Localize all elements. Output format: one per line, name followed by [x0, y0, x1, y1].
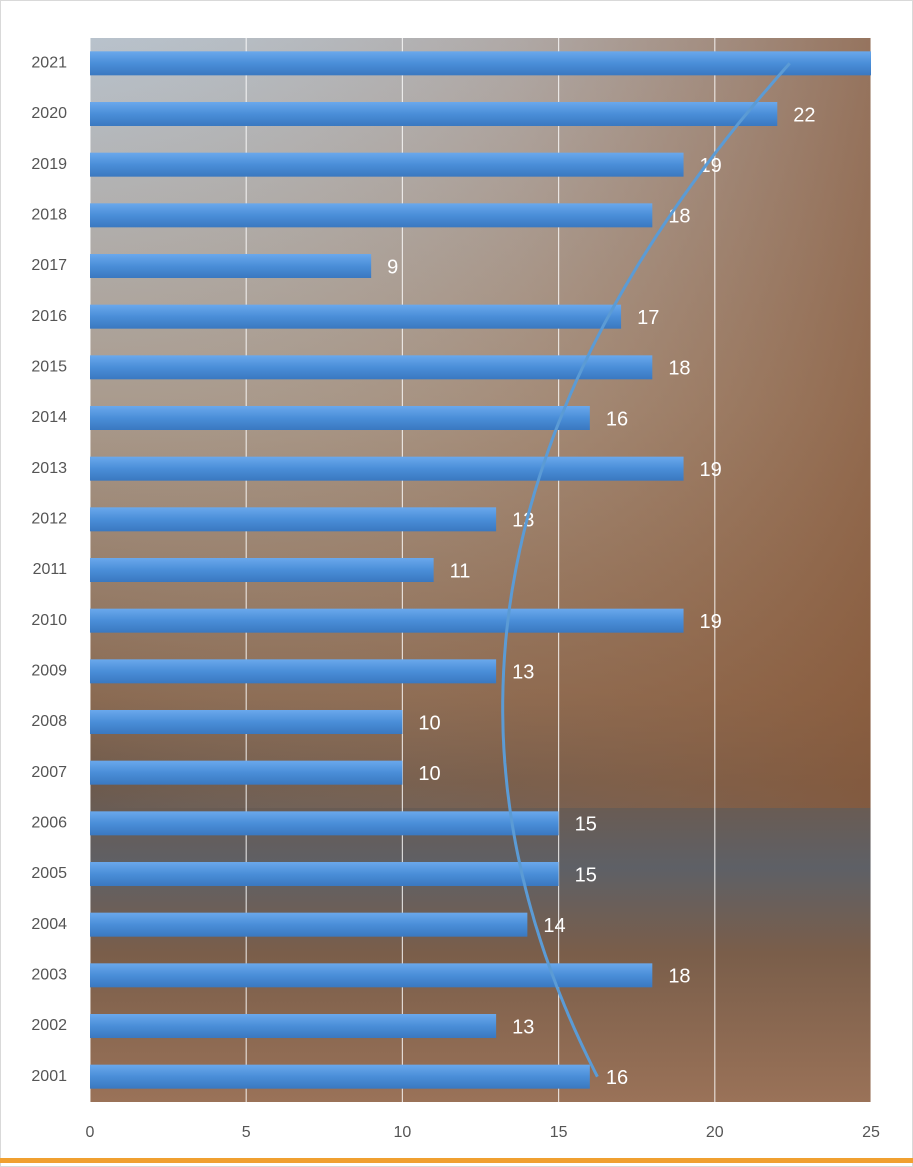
y-tick-label: 2002 — [31, 1017, 67, 1034]
bar — [90, 608, 684, 633]
y-tick-label: 2011 — [33, 561, 68, 578]
y-tick-label: 2020 — [31, 105, 67, 122]
bar — [90, 760, 403, 785]
value-label: 15 — [575, 814, 597, 836]
value-label: 18 — [668, 206, 690, 228]
bar — [90, 912, 528, 937]
y-tick-label: 2005 — [31, 865, 67, 882]
bar — [90, 51, 871, 76]
bar — [90, 507, 497, 532]
bar — [90, 203, 653, 228]
bar — [90, 558, 434, 582]
accent-line — [0, 1158, 913, 1163]
bar — [90, 102, 778, 126]
y-tick-label: 2010 — [31, 612, 67, 629]
value-label: 10 — [418, 763, 440, 785]
y-tick-label: 2001 — [31, 1068, 67, 1085]
y-tick-label: 2013 — [31, 460, 67, 477]
value-label: 22 — [793, 104, 815, 126]
value-label: 9 — [387, 256, 398, 278]
y-tick-label: 2008 — [31, 713, 67, 730]
y-tick-label: 2012 — [31, 511, 67, 528]
x-tick-label: 25 — [862, 1124, 880, 1141]
value-label: 15 — [575, 864, 597, 886]
bar — [90, 355, 653, 380]
bar — [90, 710, 403, 734]
value-label: 18 — [668, 358, 690, 380]
y-tick-label: 2015 — [31, 359, 67, 376]
value-label: 16 — [606, 1067, 628, 1089]
value-label: 13 — [512, 1016, 534, 1038]
y-tick-label: 2018 — [31, 207, 67, 224]
value-label: 19 — [700, 459, 722, 481]
bar — [90, 304, 622, 329]
value-label: 10 — [418, 712, 440, 734]
bar — [90, 659, 497, 684]
y-tick-label: 2003 — [31, 967, 67, 984]
x-tick-label: 20 — [706, 1124, 724, 1141]
value-label: 13 — [512, 510, 534, 532]
bar — [90, 811, 559, 836]
y-tick-label: 2017 — [31, 257, 67, 274]
x-tick-label: 0 — [86, 1124, 95, 1141]
value-label: 16 — [606, 408, 628, 430]
x-tick-label: 10 — [394, 1124, 412, 1141]
y-tick-label: 2006 — [31, 815, 67, 832]
value-label: 18 — [668, 966, 690, 988]
bar — [90, 862, 559, 886]
bar — [90, 1014, 497, 1038]
bar — [90, 254, 372, 278]
x-tick-label: 15 — [550, 1124, 568, 1141]
value-label: 19 — [700, 611, 722, 633]
value-label: 14 — [543, 915, 565, 937]
value-label: 19 — [700, 155, 722, 177]
value-label: 13 — [512, 662, 534, 684]
y-tick-label: 2021 — [31, 55, 67, 72]
y-tick-label: 2014 — [31, 409, 67, 426]
y-tick-label: 2004 — [31, 916, 67, 933]
y-tick-label: 2009 — [31, 663, 67, 680]
bar — [90, 456, 684, 481]
trendline — [501, 62, 791, 1078]
y-tick-label: 2016 — [31, 308, 67, 325]
bar — [90, 1064, 590, 1089]
bar — [90, 963, 653, 988]
value-label: 17 — [637, 307, 659, 329]
bar — [90, 152, 684, 177]
bar — [90, 406, 590, 430]
y-tick-label: 2007 — [31, 764, 67, 781]
x-tick-label: 5 — [242, 1124, 251, 1141]
y-tick-label: 2019 — [31, 156, 67, 173]
value-label: 11 — [450, 560, 471, 582]
